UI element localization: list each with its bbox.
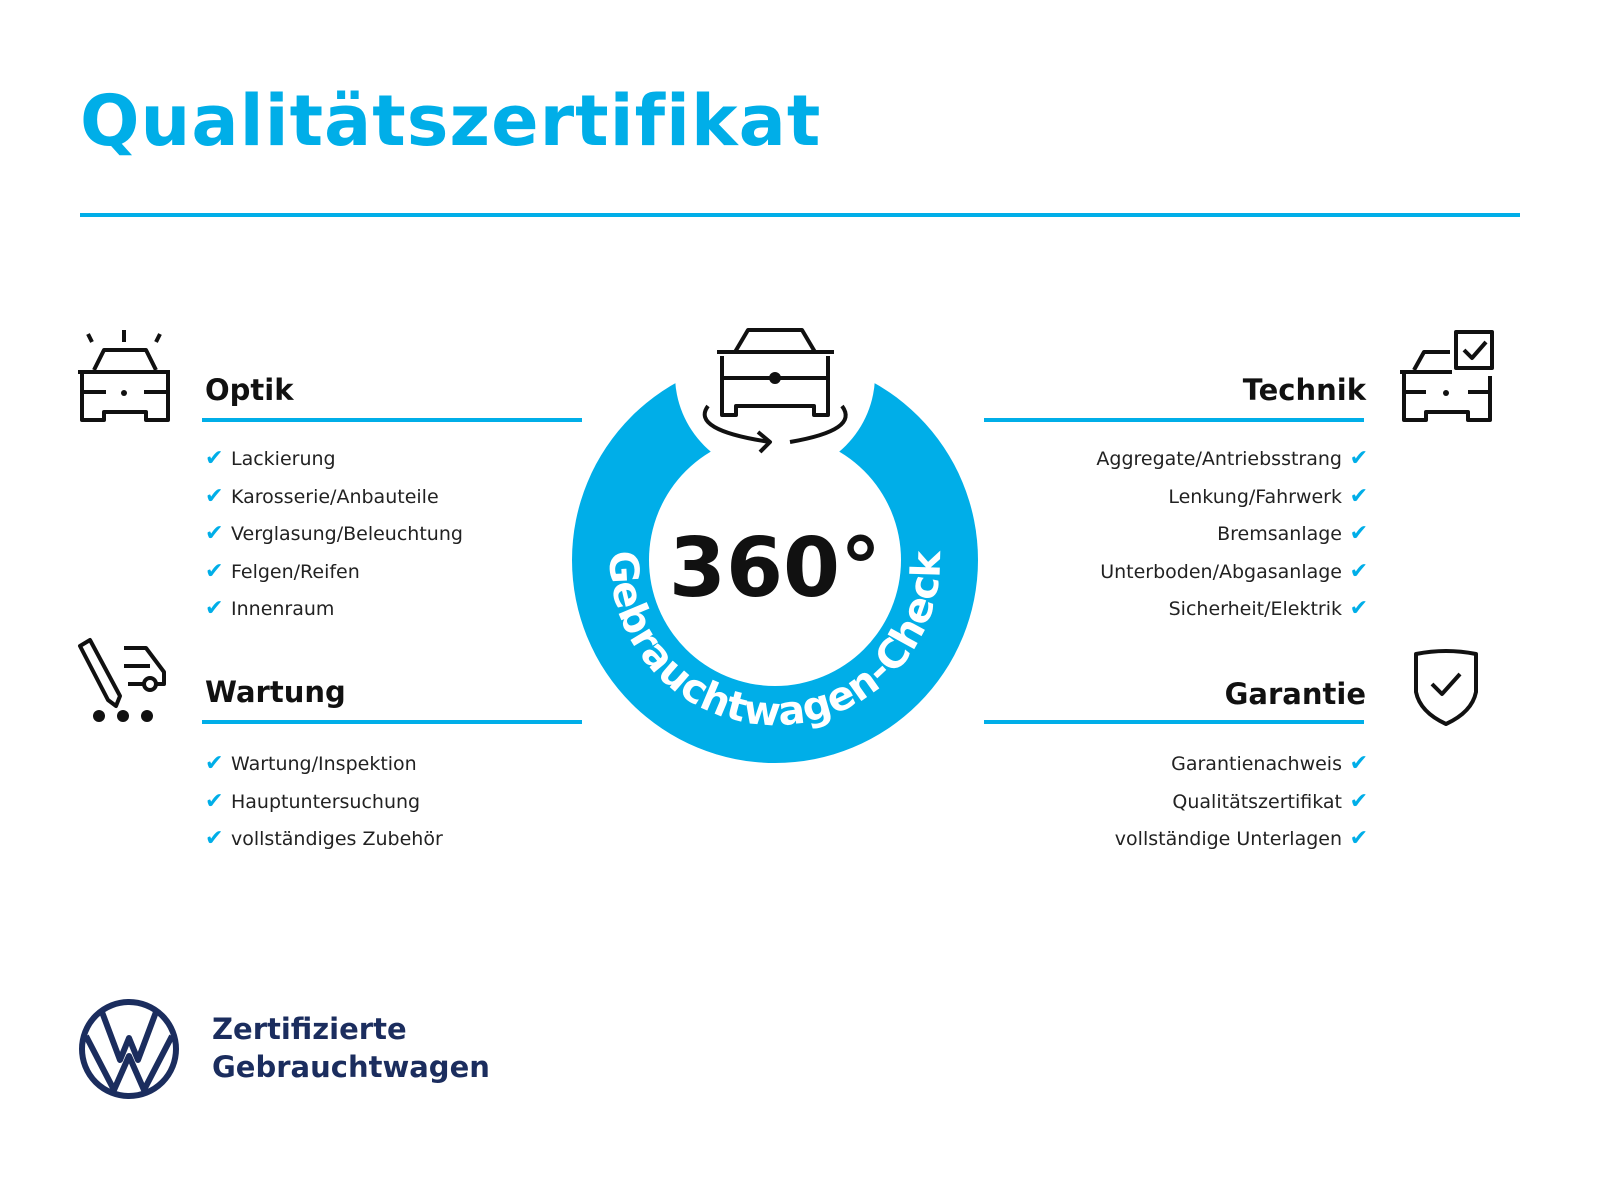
list-item: ✔ Verglasung/Beleuchtung xyxy=(205,515,463,553)
list-item: Aggregate/Antriebsstrang ✔ xyxy=(1096,440,1368,478)
list-item: ✔ Lackierung xyxy=(205,440,463,478)
check-icon: ✔ xyxy=(1349,788,1368,814)
list-item: Unterboden/Abgasanlage ✔ xyxy=(1096,553,1368,591)
optik-list: ✔ Lackierung ✔ Karosserie/Anbauteile ✔ Verg… xyxy=(205,440,463,628)
technik-list: Aggregate/Antriebsstrang ✔ Lenkung/Fahrwe… xyxy=(1096,440,1368,628)
list-item: ✔ Wartung/Inspektion xyxy=(205,745,443,783)
check-icon: ✔ xyxy=(205,483,224,509)
footer-brand-text: Zertifizierte Gebrauchtwagen xyxy=(212,1012,490,1084)
check-icon: ✔ xyxy=(205,826,224,851)
list-item: Sicherheit/Elektrik ✔ xyxy=(1096,590,1368,628)
page-title: Qualitätszertifikat xyxy=(80,80,822,162)
list-item: Bremsanlage ✔ xyxy=(1096,515,1368,553)
garantie-list: Garantienachweis ✔ Qualitätszertifikat ✔ v… xyxy=(1115,745,1368,858)
rotating-car-icon xyxy=(702,328,848,454)
check-icon: ✔ xyxy=(205,521,224,546)
list-item: Garantienachweis ✔ xyxy=(1115,745,1368,783)
list-item: vollständige Unterlagen ✔ xyxy=(1115,820,1368,858)
shield-check-icon xyxy=(1414,649,1478,726)
list-item: Lenkung/Fahrwerk ✔ xyxy=(1096,478,1368,516)
car-checkbox-icon xyxy=(1400,330,1494,422)
check-icon: ✔ xyxy=(1349,826,1368,851)
badge-value: 360° xyxy=(669,521,881,616)
360-check-badge: 360° Gebrauchtwagen-Check xyxy=(572,310,978,763)
section-divider xyxy=(202,418,582,422)
section-title-optik: Optik xyxy=(205,373,294,407)
check-icon: ✔ xyxy=(1349,558,1368,584)
car-service-icon xyxy=(78,638,166,722)
car-lights-icon xyxy=(78,330,170,422)
check-icon: ✔ xyxy=(205,596,224,621)
check-icon: ✔ xyxy=(205,446,224,471)
check-icon: ✔ xyxy=(205,788,224,814)
list-item: ✔ vollständiges Zubehör xyxy=(205,820,443,858)
list-item: Qualitätszertifikat ✔ xyxy=(1115,783,1368,821)
check-icon: ✔ xyxy=(1349,521,1368,546)
wartung-list: ✔ Wartung/Inspektion ✔ Hauptuntersuchung ✔… xyxy=(205,745,443,858)
section-divider xyxy=(984,418,1364,422)
list-item: ✔ Karosserie/Anbauteile xyxy=(205,478,463,516)
section-divider xyxy=(202,720,582,724)
check-icon: ✔ xyxy=(1349,483,1368,509)
list-item: ✔ Innenraum xyxy=(205,590,463,628)
check-icon: ✔ xyxy=(205,558,224,584)
list-item: ✔ Felgen/Reifen xyxy=(205,553,463,591)
check-icon: ✔ xyxy=(205,751,224,776)
section-title-garantie: Garantie xyxy=(1224,677,1366,711)
check-icon: ✔ xyxy=(1349,751,1368,776)
section-title-technik: Technik xyxy=(1242,373,1366,407)
check-icon: ✔ xyxy=(1349,446,1368,471)
title-divider xyxy=(80,213,1520,217)
section-divider xyxy=(984,720,1364,724)
vw-logo xyxy=(79,999,179,1099)
check-icon: ✔ xyxy=(1349,596,1368,621)
section-title-wartung: Wartung xyxy=(205,675,346,709)
list-item: ✔ Hauptuntersuchung xyxy=(205,783,443,821)
